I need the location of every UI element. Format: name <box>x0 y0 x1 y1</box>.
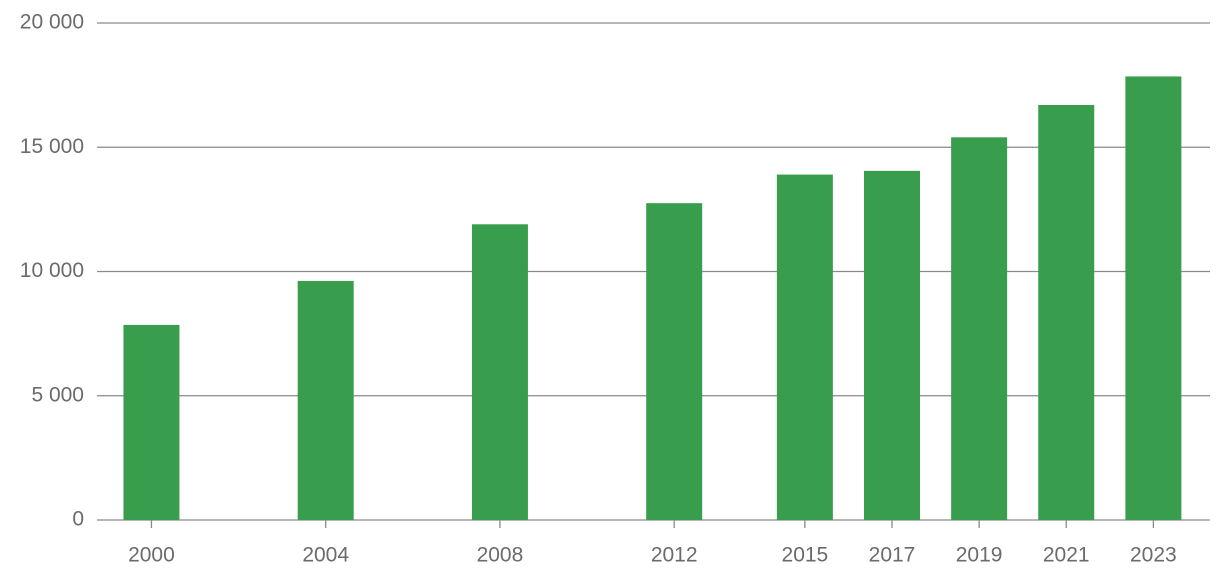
bar <box>1125 76 1182 521</box>
bar <box>471 224 528 520</box>
x-tick-label: 2008 <box>477 544 524 567</box>
x-tick-label: 2012 <box>651 544 698 567</box>
bar <box>951 137 1008 520</box>
y-tick-label: 15 000 <box>20 135 84 158</box>
x-tick-label: 2000 <box>128 544 175 567</box>
bar <box>123 324 180 520</box>
x-tick-label: 2023 <box>1130 544 1177 567</box>
y-tick-label: 10 000 <box>20 259 84 282</box>
x-tick-label: 2017 <box>869 544 916 567</box>
y-tick-label: 5 000 <box>31 383 84 406</box>
x-tick-label: 2021 <box>1043 544 1090 567</box>
bar <box>864 170 920 521</box>
bar <box>646 203 703 520</box>
bar <box>297 280 354 520</box>
x-tick-label: 2019 <box>956 544 1003 567</box>
y-tick-label: 0 <box>72 508 84 531</box>
bar <box>776 174 833 520</box>
x-tick-label: 2004 <box>302 544 349 567</box>
bar <box>1038 105 1095 520</box>
x-tick-label: 2015 <box>782 544 829 567</box>
y-tick-label: 20 000 <box>20 11 84 34</box>
